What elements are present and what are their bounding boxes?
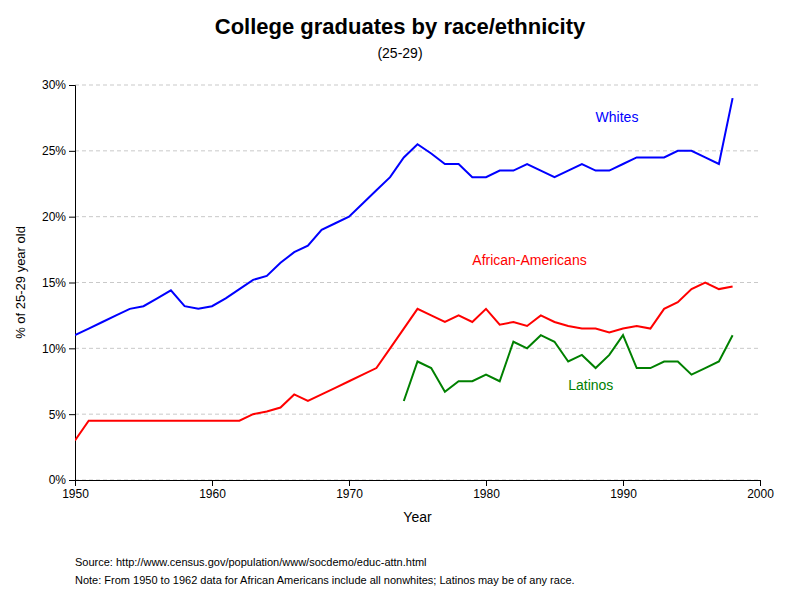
y-tick: 25% (42, 144, 75, 158)
y-tick-mark (69, 217, 75, 218)
x-tick-label: 2000 (747, 487, 774, 501)
y-tick-mark (69, 283, 75, 284)
y-tick-label: 0% (49, 473, 67, 487)
x-tick: 1970 (336, 480, 363, 501)
x-tick: 1990 (610, 480, 637, 501)
x-axis: 1950 1960 1970 1980 1990 2000 (62, 480, 774, 501)
grid-line (75, 216, 760, 217)
series-line (75, 283, 733, 441)
x-tick-label: 1970 (336, 487, 363, 501)
y-tick-label: 15% (42, 276, 66, 290)
lines (75, 98, 733, 440)
y-tick-mark (69, 480, 75, 481)
grid-line (75, 85, 760, 86)
y-tick-mark (69, 414, 75, 415)
grid-line (75, 150, 760, 151)
y-tick-mark (69, 348, 75, 349)
y-tick-label: 30% (42, 78, 66, 92)
grid-line (75, 414, 760, 415)
y-tick: 10% (42, 342, 75, 356)
x-tick: 1950 (62, 480, 89, 501)
x-tick: 1980 (473, 480, 500, 501)
note: Note: From 1950 to 1962 data for African… (75, 574, 575, 586)
y-axis-line (69, 86, 76, 481)
y-tick-label: 20% (42, 210, 66, 224)
series-line (404, 335, 733, 401)
x-axis-line (76, 481, 761, 487)
y-tick-label: 25% (42, 144, 66, 158)
y-axis-title: % of 25-29 year old (13, 226, 28, 339)
y-tick-mark (69, 151, 75, 152)
chart: College graduates by race/ethnicity (25-2… (0, 0, 800, 600)
x-tick-label: 1950 (62, 487, 89, 501)
source: Source: http://www.census.gov/population… (75, 556, 427, 568)
y-tick: 30% (42, 78, 75, 92)
x-tick-mark (623, 480, 624, 486)
x-tick-mark (486, 480, 487, 486)
x-tick-mark (349, 480, 350, 486)
y-tick: 15% (42, 276, 75, 290)
x-tick: 1960 (199, 480, 226, 501)
x-tick-label: 1960 (199, 487, 226, 501)
y-tick: 20% (42, 210, 75, 224)
y-tick: 0% (49, 473, 75, 487)
x-tick-label: 1990 (610, 487, 637, 501)
y-axis: 0% 5% 10% 15% 20% 25% 30% (42, 78, 76, 487)
y-tick-label: 5% (49, 408, 67, 422)
y-tick-mark (69, 85, 75, 86)
x-tick-mark (212, 480, 213, 486)
y-tick: 5% (49, 408, 75, 422)
grid-line (75, 282, 760, 283)
y-tick-label: 10% (42, 342, 66, 356)
line-label: African-Americans (472, 252, 586, 268)
grid-line (75, 348, 760, 349)
series-line (75, 98, 733, 335)
x-tick-label: 1980 (473, 487, 500, 501)
x-axis-title: Year (403, 509, 432, 525)
line-label: Whites (596, 109, 639, 125)
line-label: Latinos (568, 377, 613, 393)
subtitle: (25-29) (377, 45, 422, 61)
annotations: Whites African-Americans Latinos (472, 109, 638, 394)
x-tick-mark (760, 480, 761, 486)
title: College graduates by race/ethnicity (215, 14, 586, 39)
grid (75, 85, 760, 480)
x-tick: 2000 (747, 480, 774, 501)
plot: 1950 1960 1970 1980 1990 2000 0% 5% 10% 15% 20% 25%… (13, 78, 774, 525)
